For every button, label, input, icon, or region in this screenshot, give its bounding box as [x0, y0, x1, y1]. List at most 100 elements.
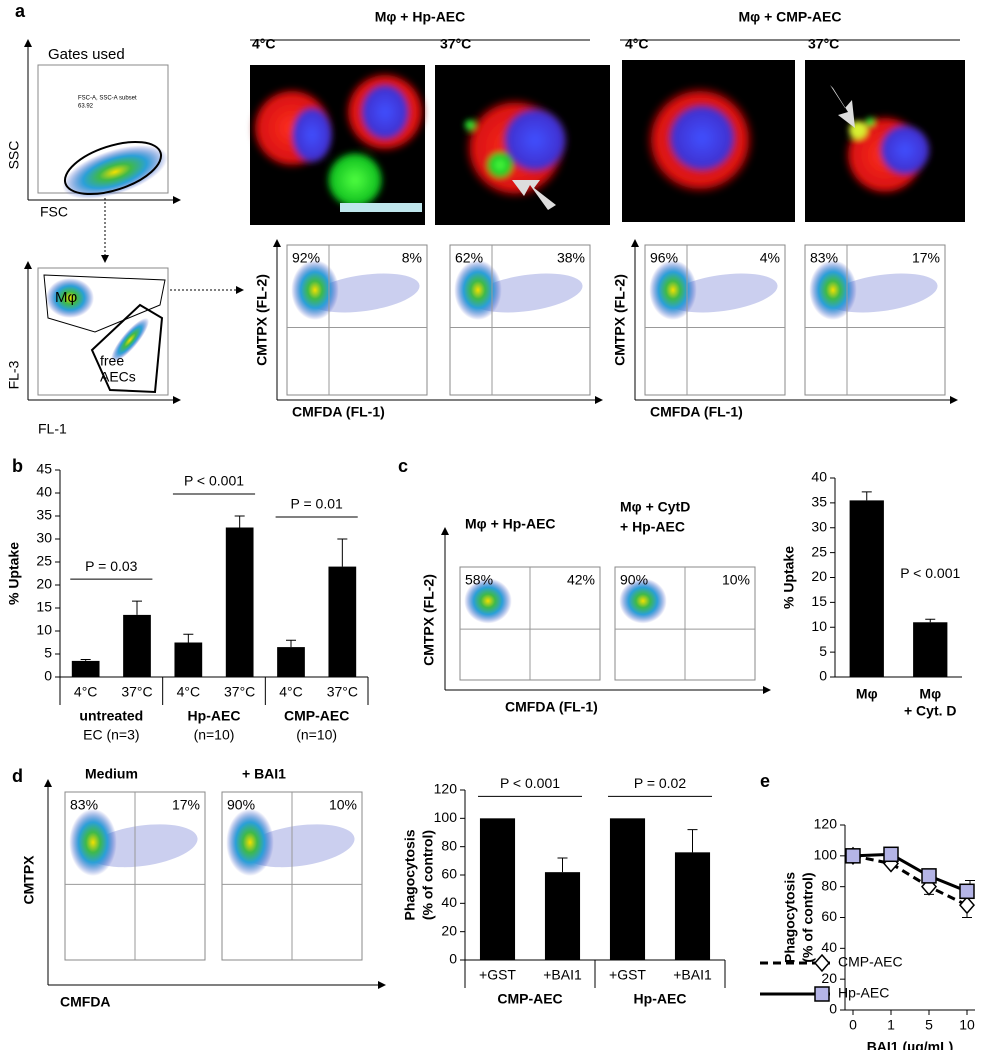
panel-label: a — [15, 1, 26, 21]
quadrant-label: 90% — [620, 572, 648, 588]
y-tick-label: 20 — [811, 568, 827, 584]
annotation: P = 0.03 — [85, 558, 138, 574]
y-tick-label: 0 — [819, 668, 827, 684]
group-label: EC (n=3) — [83, 727, 139, 743]
condition-title: Mφ + Hp-AEC — [375, 9, 466, 25]
quadrant-label: 8% — [402, 250, 422, 266]
quadrant-label: 92% — [292, 250, 320, 266]
quadrant-label: 10% — [722, 572, 750, 588]
bar — [174, 642, 203, 677]
quadrant-label: 17% — [172, 797, 200, 813]
axis-label: FSC — [40, 204, 68, 220]
y-axis-label: (% of control) — [420, 830, 436, 920]
temperature-label: 37°C — [440, 36, 471, 52]
gate — [43, 274, 166, 333]
bar — [913, 622, 948, 677]
series-line — [852, 852, 968, 893]
x-tick-label: 37°C — [121, 684, 152, 700]
error-bar — [687, 829, 698, 853]
marker — [921, 868, 937, 884]
y-tick-label: 80 — [821, 877, 837, 893]
legend-marker — [814, 953, 830, 973]
gate — [63, 140, 163, 196]
y-axis-label: Phagocytosis — [402, 829, 418, 920]
series-line — [852, 854, 968, 907]
error-bar — [80, 659, 91, 661]
annotation: P = 0.01 — [291, 496, 344, 512]
y-tick-label: 40 — [811, 469, 827, 485]
plot-title: + BAI1 — [242, 766, 286, 782]
y-tick-label: 40 — [441, 894, 457, 910]
x-tick-label: 0 — [849, 1017, 857, 1033]
axis-label: SSC — [6, 141, 22, 170]
y-tick-label: 40 — [821, 939, 837, 955]
micrograph — [805, 60, 965, 222]
quadrant-label: 42% — [567, 572, 595, 588]
error-bar — [183, 633, 194, 643]
panel-label: e — [760, 771, 770, 791]
y-tick-label: 60 — [441, 866, 457, 882]
gate-label: free — [100, 353, 124, 369]
cell-cloud — [46, 278, 94, 318]
axis-label: CMFDA (FL-1) — [650, 404, 743, 420]
y-tick-label: 40 — [36, 484, 52, 500]
annotation: P = 0.02 — [634, 775, 687, 791]
y-tick-label: 80 — [441, 837, 457, 853]
plot-title: Mφ + Hp-AEC — [465, 516, 556, 532]
temperature-label: 37°C — [808, 36, 839, 52]
x-tick-label: +GST — [479, 967, 516, 983]
bar — [225, 527, 254, 677]
group-label: Hp-AEC — [634, 991, 687, 1007]
annotation: P < 0.001 — [184, 473, 244, 489]
gate — [90, 303, 164, 394]
y-tick-label: 20 — [441, 922, 457, 938]
legend-label: CMP-AEC — [838, 954, 903, 970]
axis-label: CMTPX — [21, 855, 37, 905]
marker — [883, 846, 899, 863]
y-axis-label: % Uptake — [6, 542, 22, 605]
quadrant-label: 96% — [650, 250, 678, 266]
x-tick-label: Mφ — [919, 686, 941, 702]
x-tick-label: Mφ — [856, 686, 878, 702]
y-tick-label: 15 — [36, 599, 52, 615]
x-tick-label: 37°C — [327, 684, 358, 700]
y-tick-label: 25 — [36, 553, 52, 569]
y-tick-label: 45 — [36, 461, 52, 477]
panel-label: c — [398, 456, 408, 476]
panel-label: d — [12, 766, 23, 786]
bar — [674, 852, 711, 960]
axis-label: CMFDA — [60, 994, 111, 1010]
temperature-label: 4°C — [252, 36, 276, 52]
y-tick-label: 0 — [449, 951, 457, 967]
y-axis-label: (% of control) — [800, 872, 816, 962]
error-bar — [861, 491, 872, 501]
bar — [849, 500, 884, 677]
cell-cloud — [69, 808, 117, 877]
bar — [123, 614, 151, 677]
group-label: (n=10) — [296, 727, 337, 743]
axis-label: CMFDA (FL-1) — [505, 699, 598, 715]
plot-title: Medium — [85, 766, 138, 782]
y-tick-label: 35 — [36, 507, 52, 523]
axis-label: CMTPX (FL-2) — [612, 274, 628, 366]
temperature-label: 4°C — [625, 36, 649, 52]
condition-title: Mφ + CMP-AEC — [739, 9, 842, 25]
x-tick-label: +BAI1 — [673, 967, 712, 983]
gate-label: AECs — [100, 369, 136, 385]
cell-cloud — [110, 317, 150, 363]
annotation: P < 0.001 — [500, 775, 560, 791]
bar — [479, 818, 516, 960]
x-tick-label: 4°C — [177, 684, 201, 700]
quadrant-label: 38% — [557, 250, 585, 266]
y-axis-label: Phagocytosis — [782, 872, 798, 963]
x-tick-label: 37°C — [224, 684, 255, 700]
marker — [845, 848, 861, 864]
cell-cloud — [464, 578, 512, 624]
x-tick-label: 10 — [959, 1017, 975, 1033]
quadrant-label: 83% — [70, 797, 98, 813]
marker — [959, 883, 975, 900]
y-tick-label: 5 — [44, 645, 52, 661]
y-tick-label: 25 — [811, 543, 827, 559]
x-tick-label: + Cyt. D — [904, 703, 957, 719]
cell-cloud — [649, 260, 697, 320]
